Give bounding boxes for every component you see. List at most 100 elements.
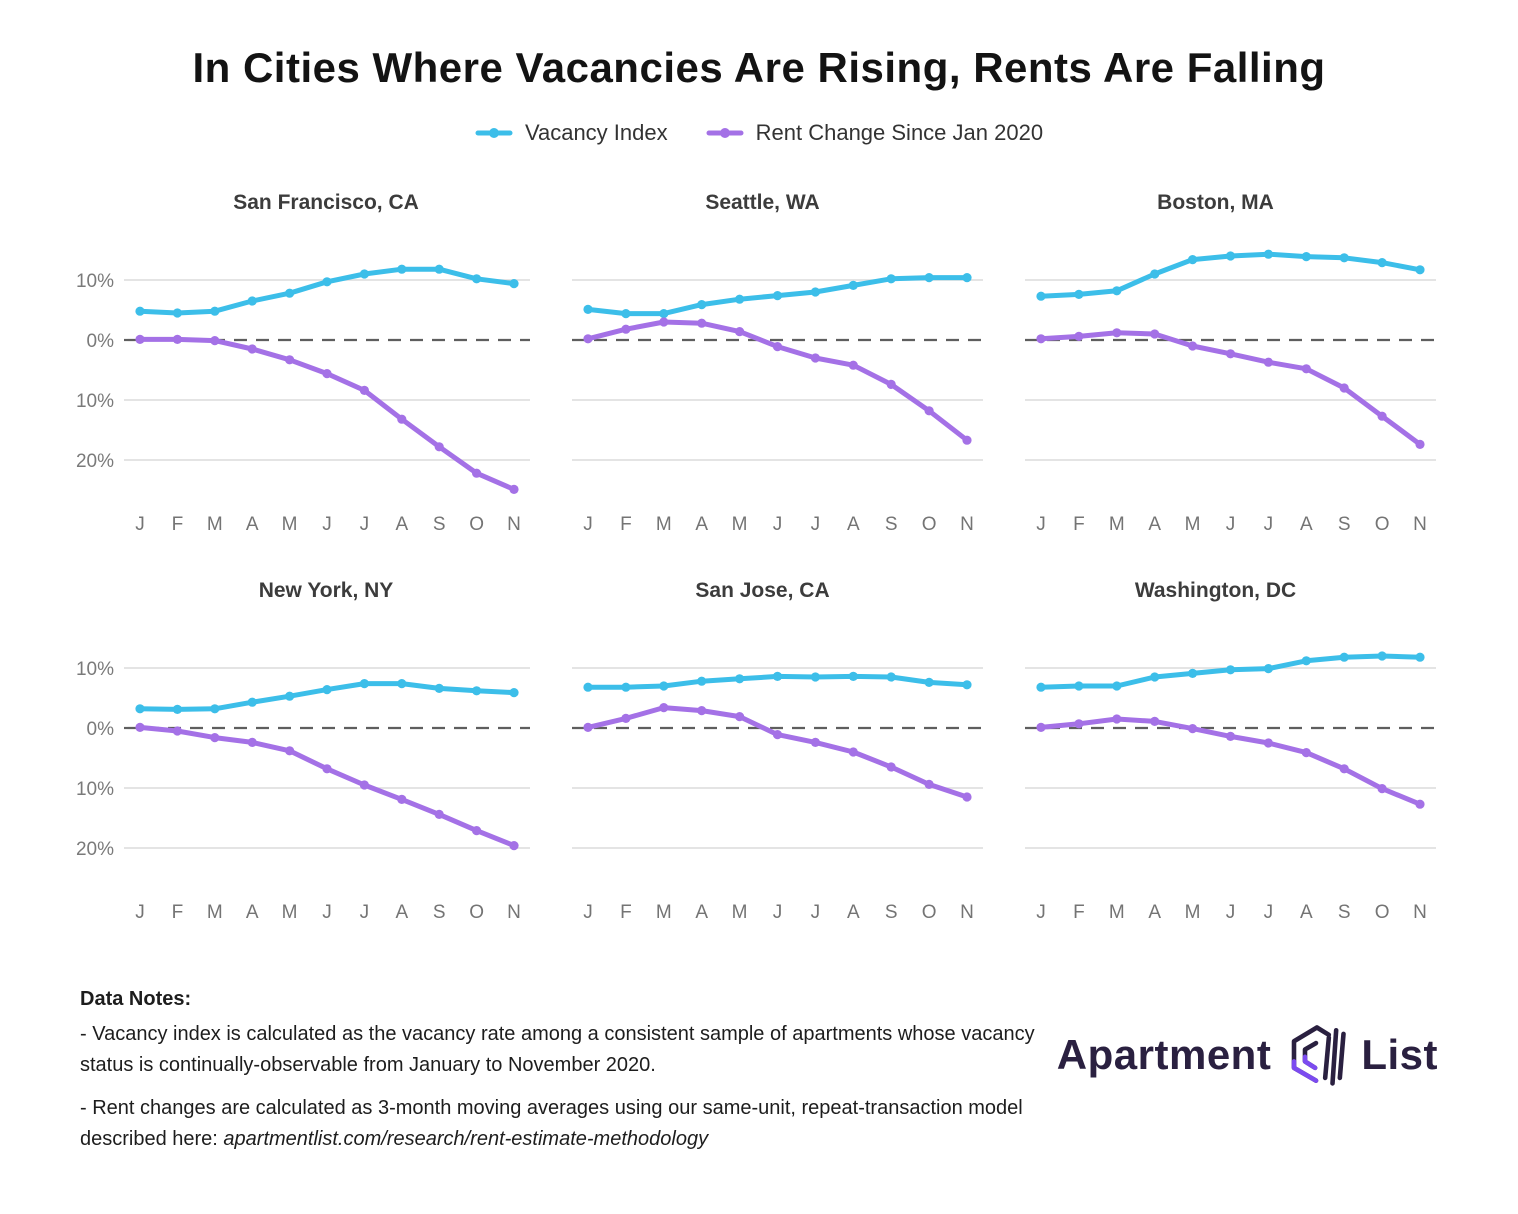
svg-text:J: J (811, 514, 821, 535)
svg-text:N: N (960, 902, 974, 923)
chart-title: New York, NY (258, 579, 394, 602)
svg-text:-20%: -20% (76, 451, 114, 472)
line-plot-new-york: 10% 0% -10% -20% J F M A M J J A S O N (76, 659, 530, 923)
svg-text:M: M (282, 514, 298, 535)
svg-text:J: J (135, 514, 145, 535)
svg-text:M: M (732, 902, 748, 923)
svg-text:N: N (1413, 902, 1427, 923)
svg-text:N: N (507, 902, 521, 923)
svg-text:10%: 10% (76, 271, 114, 292)
svg-text:M: M (1185, 514, 1201, 535)
chart-title: Seattle, WA (705, 191, 820, 214)
svg-text:M: M (1185, 902, 1201, 923)
svg-text:A: A (246, 514, 259, 535)
legend-item-rent: Rent Change Since Jan 2020 (706, 120, 1043, 146)
logo-word-apartment: Apartment (1056, 1031, 1272, 1078)
svg-text:M: M (656, 514, 672, 535)
svg-text:-10%: -10% (76, 779, 114, 800)
chart-title: Washington, DC (1134, 579, 1297, 602)
apartment-list-house-icon (1292, 1025, 1347, 1086)
svg-text:S: S (1338, 902, 1351, 923)
svg-text:S: S (885, 902, 898, 923)
svg-text:J: J (360, 514, 370, 535)
svg-text:S: S (433, 902, 446, 923)
svg-text:O: O (469, 514, 484, 535)
data-notes: Data Notes: - Vacancy index is calculate… (80, 984, 1040, 1157)
svg-text:N: N (507, 514, 521, 535)
subplot-boston: Boston, MA J F M A M J J A S O N (989, 188, 1442, 558)
svg-text:A: A (695, 514, 708, 535)
svg-text:A: A (695, 902, 708, 923)
svg-text:J: J (811, 902, 821, 923)
chart-title: San Jose, CA (695, 579, 830, 602)
svg-text:M: M (1109, 902, 1125, 923)
svg-text:A: A (395, 902, 408, 923)
svg-text:M: M (656, 902, 672, 923)
svg-text:M: M (732, 514, 748, 535)
svg-text:A: A (847, 902, 860, 923)
svg-text:F: F (620, 514, 632, 535)
footer: Data Notes: - Vacancy index is calculate… (80, 984, 1438, 1157)
svg-text:F: F (620, 902, 632, 923)
chart-title: Boston, MA (1157, 191, 1274, 214)
svg-text:-10%: -10% (76, 391, 114, 412)
svg-text:F: F (172, 902, 184, 923)
small-multiples-grid: San Francisco, CA 10%0%-10%-20%JFMAMJJAS… (76, 188, 1442, 946)
subplot-seattle: Seattle, WA J F M A M J J A S O N (536, 188, 989, 558)
svg-text:J: J (1036, 514, 1046, 535)
svg-text:A: A (1300, 902, 1313, 923)
svg-text:A: A (847, 514, 860, 535)
subplot-washington-dc: Washington, DC J F M A M J J A S O N (989, 576, 1442, 946)
legend-label-rent: Rent Change Since Jan 2020 (755, 120, 1044, 145)
data-notes-bullet-2-text: - Rent changes are calculated as 3-month… (80, 1097, 1023, 1150)
svg-text:O: O (1375, 902, 1390, 923)
svg-text:J: J (322, 902, 332, 923)
svg-text:J: J (1226, 514, 1236, 535)
svg-text:O: O (922, 902, 937, 923)
logo-word-list: List (1361, 1031, 1438, 1078)
legend: Vacancy Index Rent Change Since Jan 2020 (0, 120, 1518, 146)
svg-text:J: J (773, 514, 783, 535)
svg-text:0%: 0% (87, 331, 115, 352)
line-plot-san-francisco: 10% 0% -10% -20% J F M A M J J A S O N (76, 264, 530, 535)
svg-text:F: F (1073, 514, 1085, 535)
rent-line-marker-icon (706, 128, 744, 138)
svg-text:M: M (1109, 514, 1125, 535)
svg-text:J: J (1264, 902, 1274, 923)
svg-text:F: F (172, 514, 184, 535)
svg-text:A: A (1300, 514, 1313, 535)
legend-item-vacancy: Vacancy Index (475, 120, 668, 146)
subplot-san-francisco: San Francisco, CA 10% 0% -10% -20% J F M A M J J A S… (76, 188, 536, 558)
svg-text:M: M (282, 902, 298, 923)
svg-text:J: J (135, 902, 145, 923)
svg-text:O: O (469, 902, 484, 923)
svg-text:J: J (1264, 514, 1274, 535)
svg-text:M: M (207, 514, 223, 535)
svg-text:N: N (960, 514, 974, 535)
svg-text:J: J (1036, 902, 1046, 923)
svg-text:O: O (1375, 514, 1390, 535)
svg-text:J: J (1226, 902, 1236, 923)
svg-text:J: J (583, 514, 593, 535)
methodology-link[interactable]: apartmentlist.com/research/rent-estimate… (223, 1128, 709, 1150)
svg-text:J: J (360, 902, 370, 923)
svg-text:10%: 10% (76, 659, 114, 680)
svg-text:O: O (922, 514, 937, 535)
subplot-new-york: New York, NY 10% 0% -10% -20% J F M A M J J A S O N (76, 576, 536, 946)
svg-text:N: N (1413, 514, 1427, 535)
svg-text:A: A (1148, 902, 1161, 923)
data-notes-heading: Data Notes: (80, 988, 192, 1010)
svg-text:S: S (885, 514, 898, 535)
chart-title: San Francisco, CA (233, 191, 419, 214)
svg-text:F: F (1073, 902, 1085, 923)
page-title: In Cities Where Vacancies Are Rising, Re… (192, 44, 1326, 91)
svg-text:A: A (1148, 514, 1161, 535)
svg-text:0%: 0% (87, 719, 115, 740)
svg-text:J: J (322, 514, 332, 535)
svg-text:A: A (246, 902, 259, 923)
data-notes-bullet-1: - Vacancy index is calculated as the vac… (80, 1023, 1035, 1076)
svg-text:J: J (583, 902, 593, 923)
subplot-san-jose: San Jose, CA J F M A M J J A S O N (536, 576, 989, 946)
